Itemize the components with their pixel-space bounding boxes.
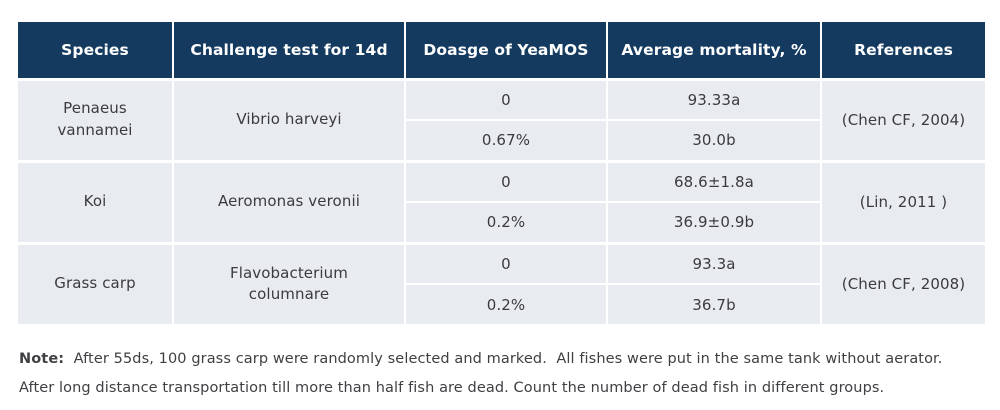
cell-challenge: Vibrio harveyi xyxy=(172,77,406,162)
note-line-2: After long distance transportation till … xyxy=(19,379,985,397)
table-row: 0.2% 36.9±0.9b xyxy=(17,201,986,244)
cell-challenge: Aeromonas veronii xyxy=(172,159,406,244)
cell-reference: (Chen CF, 2008) xyxy=(820,241,987,326)
column-header-dosage: Doasge of YeaMOS xyxy=(404,20,608,80)
column-header-references: References xyxy=(820,20,987,80)
cell-mortality: 68.6±1.8a xyxy=(606,159,822,203)
yeamos-mortality-table: Species Challenge test for 14d Doasge of… xyxy=(16,20,987,326)
note-text: After 55ds, 100 grass carp were randomly… xyxy=(64,351,943,367)
challenge-name: Aeromonas veronii xyxy=(218,192,360,211)
note-line-1: Note: After 55ds, 100 grass carp were ra… xyxy=(19,350,985,368)
table-row: 0.2% 36.7b xyxy=(17,283,986,326)
species-name: Grass carp xyxy=(54,274,136,293)
cell-dosage: 0 xyxy=(404,159,608,203)
challenge-name: Flavobacterium columnare xyxy=(230,263,348,304)
cell-dosage: 0 xyxy=(404,241,608,285)
species-name: Penaeus vannamei xyxy=(57,99,133,139)
cell-reference: (Lin, 2011 ) xyxy=(820,159,987,244)
challenge-name: Vibrio harveyi xyxy=(236,110,342,129)
table-row: Grass carp Flavobacterium columnare 0 93… xyxy=(16,241,987,326)
table-row: 0.67% 30.0b xyxy=(17,119,986,162)
species-name: Koi xyxy=(83,192,107,211)
cell-species: Koi xyxy=(16,159,174,244)
cell-challenge: Flavobacterium columnare xyxy=(172,241,406,326)
cell-reference: (Chen CF, 2004) xyxy=(820,77,987,162)
header-row: Species Challenge test for 14d Doasge of… xyxy=(16,20,987,80)
note-label: Note: xyxy=(19,351,65,367)
cell-dosage: 0 xyxy=(404,77,608,121)
cell-dosage: 0.2% xyxy=(404,283,608,326)
table-row: Koi Aeromonas veronii 0 68.6±1.8a (Lin, … xyxy=(16,159,987,244)
table-row: Penaeus vannamei Vibrio harveyi 0 93.33a… xyxy=(16,77,987,162)
column-header-species: Species xyxy=(16,20,174,80)
column-header-mortality: Average mortality, % xyxy=(606,20,822,80)
cell-mortality: 30.0b xyxy=(606,119,822,162)
table-note: Note: After 55ds, 100 grass carp were ra… xyxy=(19,350,985,397)
column-header-challenge-test: Challenge test for 14d xyxy=(172,20,406,80)
cell-mortality: 93.3a xyxy=(606,241,822,285)
cell-dosage: 0.67% xyxy=(404,119,608,162)
cell-mortality: 36.9±0.9b xyxy=(606,201,822,244)
cell-mortality: 36.7b xyxy=(606,283,822,326)
note-text: After long distance transportation till … xyxy=(19,380,885,397)
cell-species: Penaeus vannamei xyxy=(16,77,174,162)
cell-dosage: 0.2% xyxy=(404,201,608,244)
cell-mortality: 93.33a xyxy=(606,77,822,121)
cell-species: Grass carp xyxy=(16,241,174,326)
